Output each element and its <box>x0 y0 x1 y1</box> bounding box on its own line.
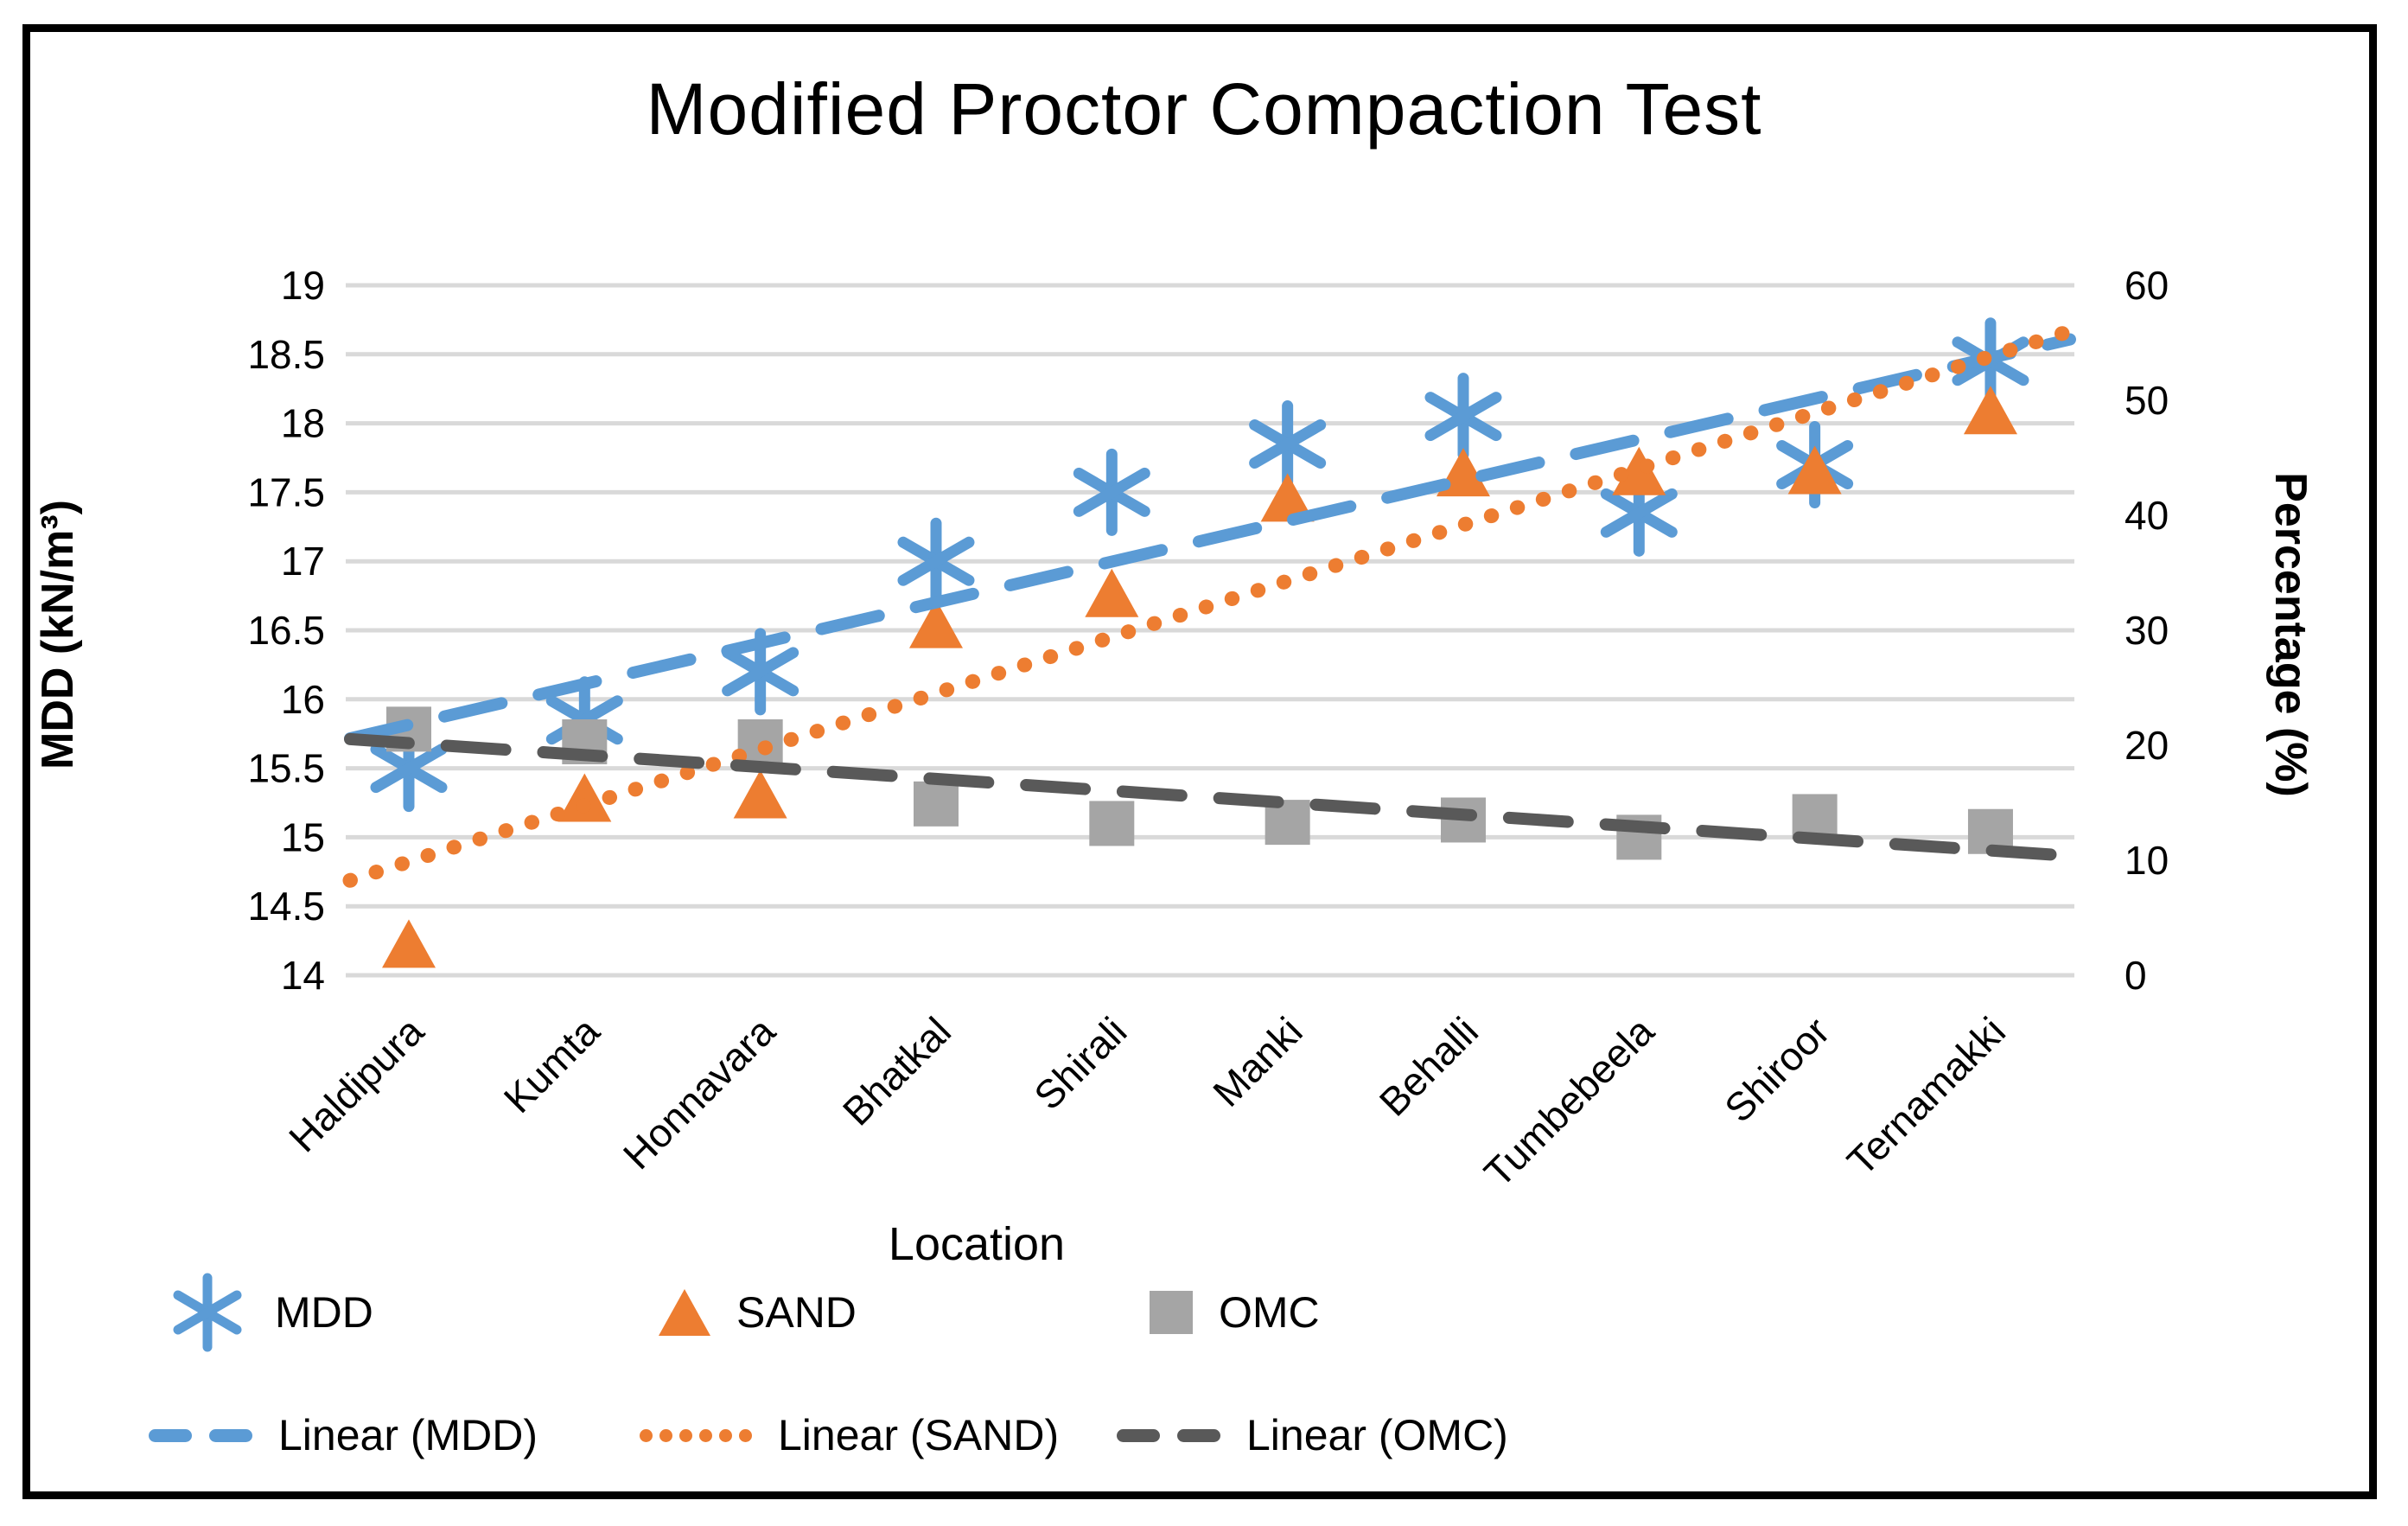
y-left-tick-label: 14.5 <box>247 884 325 929</box>
y-right-tick-label: 40 <box>2125 493 2169 538</box>
omc-data-point <box>1089 801 1135 846</box>
sand-data-point <box>908 599 963 648</box>
y-left-tick-label: 17.5 <box>247 469 325 514</box>
legend-label-omc: OMC <box>1219 1288 1320 1337</box>
y-right-tick-label: 50 <box>2125 378 2169 423</box>
x-category-label: Behalli <box>1371 1008 1487 1124</box>
sand-data-point <box>557 773 612 822</box>
legend-label-linear-omc: Linear (OMC) <box>1246 1411 1508 1459</box>
mdd-data-point <box>1249 400 1327 488</box>
sand-data-point <box>1963 386 2017 435</box>
omc-square-icon <box>1150 1291 1193 1334</box>
y-left-tick-label: 15 <box>281 814 325 859</box>
x-category-label: Shirali <box>1025 1008 1135 1118</box>
trendline-mdd <box>344 333 2076 745</box>
legend-item-linear-mdd: Linear (MDD) <box>149 1390 538 1480</box>
y-right-tick-label: 0 <box>2125 953 2147 998</box>
mdd-asterisk-icon <box>173 1273 242 1352</box>
sand-data-point <box>1260 473 1315 522</box>
x-category-label: Haldipura <box>280 1008 432 1160</box>
sand-data-point <box>1787 445 1842 495</box>
y-right-tick-label: 60 <box>2125 263 2169 308</box>
y-right-tick-label: 30 <box>2125 608 2169 653</box>
legend-item-mdd: MDD <box>166 1267 373 1357</box>
sand-data-point <box>733 769 787 819</box>
trendline-omc <box>344 732 2076 862</box>
legend-item-linear-omc: Linear (OMC) <box>1117 1390 1508 1480</box>
linear-mdd-dash-icon <box>149 1428 252 1442</box>
y-right-tick-label: 10 <box>2125 838 2169 883</box>
trendline-sand <box>342 323 2078 888</box>
legend-item-sand: SAND <box>659 1267 857 1357</box>
mdd-data-point <box>897 517 975 605</box>
y-left-tick-label: 18 <box>281 401 325 446</box>
y-axis-title-right: Percentage (%) <box>2265 472 2316 797</box>
legend-label-linear-sand: Linear (SAND) <box>778 1411 1060 1459</box>
y-left-tick-label: 15.5 <box>247 746 325 791</box>
x-axis-title: Location <box>888 1218 1066 1270</box>
x-category-label: Honnavara <box>615 1008 784 1178</box>
y-left-tick-label: 19 <box>281 263 325 308</box>
legend-item-omc: OMC <box>1150 1267 1320 1357</box>
x-category-label: Shiroor <box>1716 1008 1838 1131</box>
y-left-tick-label: 16 <box>281 677 325 722</box>
sand-data-point <box>1612 446 1666 495</box>
sand-data-point <box>1085 568 1139 617</box>
omc-data-point <box>913 781 959 827</box>
x-category-label: Tumbebeela <box>1475 1008 1663 1196</box>
y-right-tick-label: 20 <box>2125 723 2169 768</box>
x-category-label: Manki <box>1204 1008 1311 1115</box>
legend-label-mdd: MDD <box>275 1288 373 1337</box>
mdd-data-point <box>1073 448 1150 536</box>
y-left-tick-label: 14 <box>281 953 325 998</box>
x-category-label: Ternamakki <box>1838 1008 2014 1184</box>
linear-sand-dot-icon <box>640 1428 752 1442</box>
legend-label-sand: SAND <box>736 1288 857 1337</box>
mdd-data-point <box>1424 373 1502 461</box>
sand-data-point <box>382 919 436 968</box>
x-category-label: Kumta <box>495 1008 608 1121</box>
chart-border <box>22 24 2377 1499</box>
legend-item-linear-sand: Linear (SAND) <box>640 1390 1059 1480</box>
sand-triangle-icon <box>659 1289 710 1336</box>
legend-label-linear-mdd: Linear (MDD) <box>278 1411 538 1459</box>
chart-title: Modified Proctor Compaction Test <box>646 68 1762 150</box>
y-left-tick-label: 17 <box>281 539 325 584</box>
linear-omc-dash-icon <box>1117 1428 1220 1442</box>
x-category-label: Bhatkal <box>834 1008 959 1133</box>
y-left-tick-label: 16.5 <box>247 608 325 653</box>
y-left-tick-label: 18.5 <box>247 332 325 377</box>
y-axis-title-left: MDD (kN/m³) <box>33 500 83 769</box>
